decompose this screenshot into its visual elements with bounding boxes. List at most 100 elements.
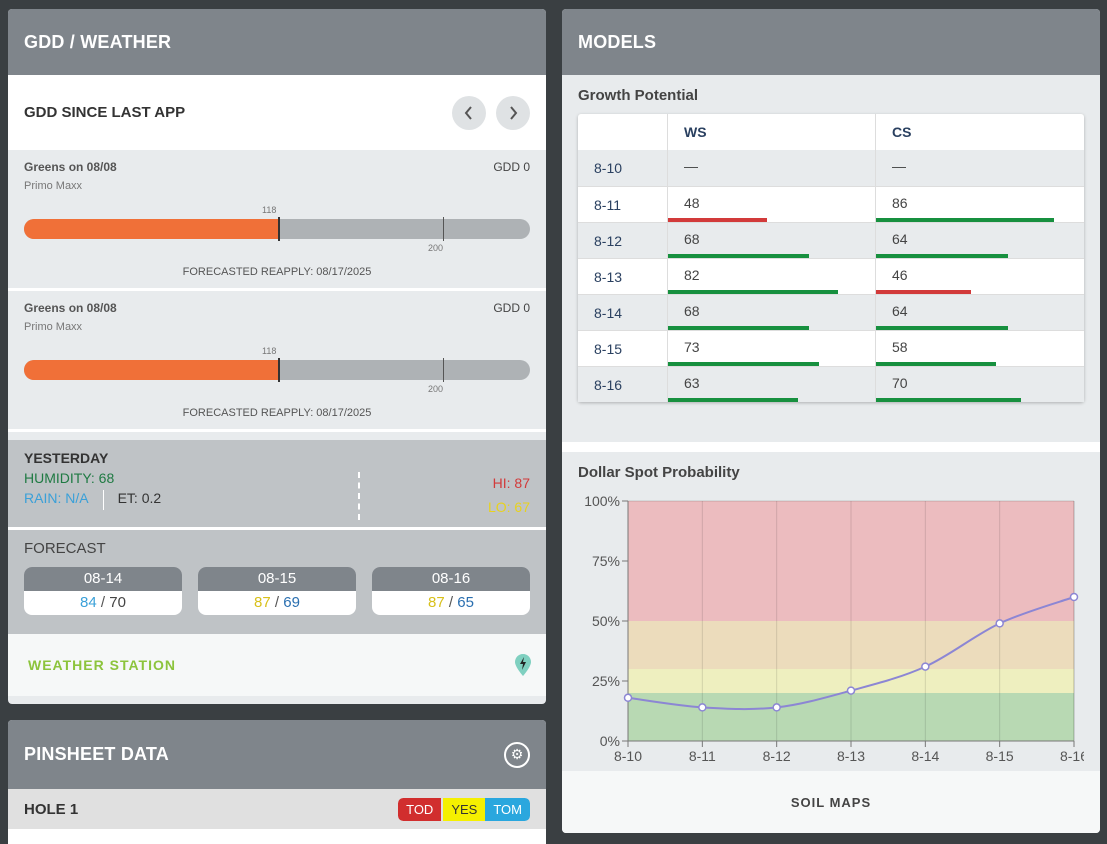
forecast-day: 08-16 87 / 65 bbox=[372, 567, 530, 615]
forecast-date: 08-14 bbox=[24, 567, 182, 591]
yesterday-title: YESTERDAY bbox=[24, 450, 109, 466]
chevron-left-icon bbox=[464, 105, 472, 120]
tag-tod[interactable]: TOD bbox=[398, 797, 442, 821]
table-row: 8-13 82 46 bbox=[578, 258, 1084, 294]
pinsheet-panel: PINSHEET DATA ⚙ HOLE 1 TOD YES TOM bbox=[8, 720, 546, 844]
gdd-card[interactable]: Greens on 08/08 GDD 0 Primo Maxx 118 200… bbox=[8, 291, 546, 432]
cell-ws: 48 bbox=[668, 187, 876, 222]
hole-row[interactable]: HOLE 1 TOD YES TOM bbox=[8, 789, 546, 829]
row-date: 8-14 bbox=[578, 295, 668, 330]
gdd-card-location: Greens on 08/08 bbox=[24, 160, 117, 174]
cell-ws: 68 bbox=[668, 295, 876, 330]
prev-button[interactable] bbox=[452, 95, 486, 130]
gdd-card-location: Greens on 08/08 bbox=[24, 301, 117, 315]
data-point bbox=[772, 703, 781, 712]
growth-bar-ws bbox=[668, 290, 838, 294]
cell-ws-value: 82 bbox=[684, 267, 700, 283]
cell-ws: — bbox=[668, 150, 876, 186]
growth-bar-cs bbox=[876, 362, 997, 366]
cell-ws: 82 bbox=[668, 259, 876, 294]
soil-maps-button[interactable]: SOIL MAPS bbox=[562, 771, 1100, 833]
x-tick-label: 8-11 bbox=[689, 748, 716, 764]
table-row: 8-15 73 58 bbox=[578, 330, 1084, 366]
y-tick-label: 50% bbox=[592, 613, 620, 629]
cell-ws-value: 63 bbox=[684, 375, 700, 391]
gear-icon[interactable]: ⚙ bbox=[504, 741, 530, 768]
y-tick-label: 25% bbox=[592, 673, 620, 689]
row-date: 8-10 bbox=[578, 150, 668, 186]
data-point bbox=[995, 619, 1004, 628]
table-header: WS CS bbox=[578, 114, 1084, 150]
cell-cs: — bbox=[876, 150, 1084, 186]
cell-ws: 68 bbox=[668, 223, 876, 258]
rain-value: RAIN: N/A bbox=[24, 490, 89, 506]
data-point bbox=[1069, 592, 1079, 602]
forecast-hi: 87 bbox=[254, 594, 271, 611]
current-marker bbox=[278, 217, 280, 241]
forecast-title: FORECAST bbox=[24, 540, 106, 557]
gdd-card-value: GDD 0 bbox=[493, 160, 530, 174]
yesterday-weather: YESTERDAY HUMIDITY: 68 RAIN: N/A ET: 0.2… bbox=[8, 440, 546, 530]
growth-bar-ws bbox=[668, 362, 820, 366]
gdd-subheader-title: GDD SINCE LAST APP bbox=[24, 104, 186, 121]
gdd-card[interactable]: Greens on 08/08 GDD 0 Primo Maxx 118 200… bbox=[8, 150, 546, 291]
growth-bar-ws bbox=[668, 326, 809, 330]
tag-tom[interactable]: TOM bbox=[485, 797, 530, 821]
growth-potential-table: WS CS 8-10 — — 8-11 48 86 8-12 68 64 8-13 82 46 8-14… bbox=[578, 114, 1084, 402]
chevron-right-icon bbox=[510, 105, 518, 120]
gdd-card-product: Primo Maxx bbox=[24, 321, 83, 333]
reapply-date: FORECASTED REAPPLY: 08/17/2025 bbox=[182, 407, 372, 419]
cell-cs: 70 bbox=[876, 367, 1084, 402]
table-row: 8-10 — — bbox=[578, 150, 1084, 186]
growth-bar-cs bbox=[876, 326, 1009, 330]
cell-cs-value: 64 bbox=[892, 231, 908, 247]
weather-station-link[interactable]: WEATHER STATION bbox=[28, 657, 176, 673]
forecast-lo: 69 bbox=[283, 594, 300, 611]
y-tick-label: 75% bbox=[592, 553, 620, 569]
forecast-day: 08-15 87 / 69 bbox=[198, 567, 356, 615]
divider bbox=[358, 472, 360, 520]
row-date: 8-15 bbox=[578, 331, 668, 366]
growth-potential: Growth Potential WS CS 8-10— —8-11 48 86 8-1… bbox=[562, 75, 1100, 430]
table-row: 8-16 63 70 bbox=[578, 366, 1084, 402]
growth-bar-cs bbox=[876, 254, 1009, 258]
weather-station-row[interactable]: WEATHER STATION bbox=[8, 634, 546, 696]
weather-station-pin-icon[interactable] bbox=[514, 653, 532, 677]
cell-cs-value: 64 bbox=[892, 303, 908, 319]
threshold-marker bbox=[443, 217, 444, 241]
pinsheet-header: PINSHEET DATA ⚙ bbox=[8, 720, 546, 789]
gdd-progress-bar: 118 200 bbox=[24, 205, 530, 253]
forecast-day: 08-14 84 / 70 bbox=[24, 567, 182, 615]
cell-cs: 46 bbox=[876, 259, 1084, 294]
x-tick-label: 8-10 bbox=[614, 748, 642, 764]
risk-band bbox=[628, 621, 1074, 669]
growth-bar-cs bbox=[876, 218, 1055, 222]
hi-temp: HI: 87 bbox=[492, 475, 530, 491]
tag-yes[interactable]: YES bbox=[443, 797, 486, 821]
forecast-lo: 70 bbox=[109, 594, 126, 611]
cell-cs-value: 46 bbox=[892, 267, 908, 283]
next-button[interactable] bbox=[496, 95, 530, 130]
cell-cs: 58 bbox=[876, 331, 1084, 366]
reapply-date: FORECASTED REAPPLY: 08/17/2025 bbox=[182, 266, 372, 278]
cell-cs-value: 58 bbox=[892, 339, 908, 355]
row-date: 8-16 bbox=[578, 367, 668, 402]
cell-cs: 64 bbox=[876, 223, 1084, 258]
table-row: 8-14 68 64 bbox=[578, 294, 1084, 330]
current-marker-label: 118 bbox=[262, 346, 277, 356]
growth-bar-cs bbox=[876, 398, 1021, 402]
cell-ws-value: 68 bbox=[684, 303, 700, 319]
x-tick-label: 8-16 bbox=[1060, 748, 1084, 764]
humidity-value: HUMIDITY: 68 bbox=[24, 470, 115, 486]
cell-cs: 86 bbox=[876, 187, 1084, 222]
threshold-marker-label: 200 bbox=[428, 384, 444, 394]
hole-label: HOLE 1 bbox=[24, 800, 79, 818]
gdd-weather-panel: GDD / WEATHER GDD SINCE LAST APP Greens … bbox=[8, 9, 546, 704]
cell-ws: 63 bbox=[668, 367, 876, 402]
data-point bbox=[846, 686, 856, 695]
gdd-progress-bar: 118 200 bbox=[24, 346, 530, 394]
gdd-panel-header: GDD / WEATHER bbox=[8, 9, 546, 75]
forecast-date: 08-16 bbox=[372, 567, 530, 591]
growth-bar-ws bbox=[668, 254, 809, 258]
threshold-marker-label: 200 bbox=[428, 243, 444, 253]
